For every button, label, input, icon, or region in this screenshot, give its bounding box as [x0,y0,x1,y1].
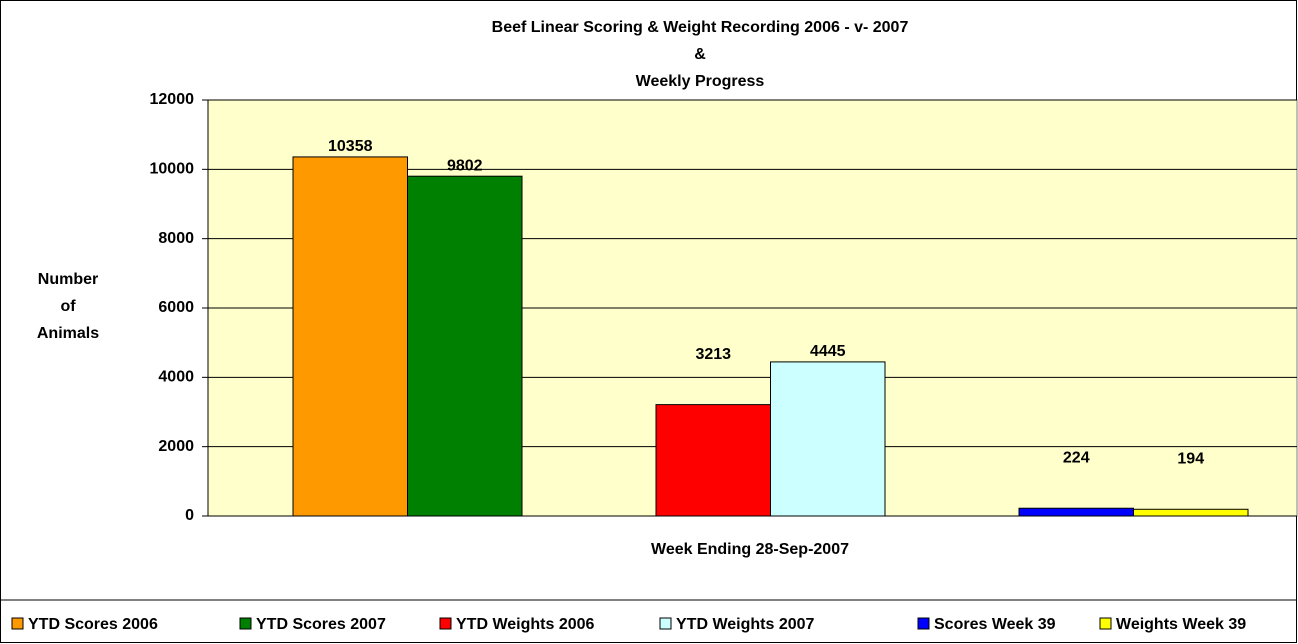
data-label: 10358 [328,138,373,155]
data-label: 224 [1063,449,1090,466]
chart-title: & [694,46,706,63]
bar [1133,508,1249,517]
legend-label: YTD Scores 2006 [28,616,158,633]
legend-swatch [239,617,252,630]
legend-label: YTD Weights 2006 [456,616,595,633]
y-tick-label: 10000 [150,161,195,178]
legend-swatch [11,617,24,630]
legend-swatch [659,617,672,630]
bar [1018,507,1134,517]
legend-swatch [917,617,930,630]
data-label: 3213 [695,346,731,363]
y-tick-label: 6000 [158,299,194,316]
y-axis-label: Animals [37,325,99,342]
y-axis-label: of [60,298,76,315]
y-tick-label: 0 [185,507,194,524]
data-label: 194 [1177,450,1204,467]
legend-swatch [1099,617,1112,630]
data-label: 9802 [447,157,483,174]
legend-label: YTD Weights 2007 [676,616,815,633]
chart-title: Weekly Progress [636,73,765,90]
bar [407,175,523,517]
legend-swatch [439,617,452,630]
bar [292,156,408,517]
bar [770,361,886,517]
legend-label: Scores Week 39 [934,616,1056,633]
bar [655,404,771,517]
y-axis-label: Number [38,271,98,288]
y-tick-label: 4000 [158,369,194,386]
legend-label: Weights Week 39 [1116,616,1246,633]
y-tick-label: 12000 [150,91,195,108]
legend-label: YTD Scores 2007 [256,616,386,633]
chart-title: Beef Linear Scoring & Weight Recording 2… [492,19,909,36]
y-tick-label: 2000 [158,438,194,455]
y-tick-label: 8000 [158,230,194,247]
x-axis-label: Week Ending 28-Sep-2007 [651,541,849,558]
data-label: 4445 [810,343,846,360]
